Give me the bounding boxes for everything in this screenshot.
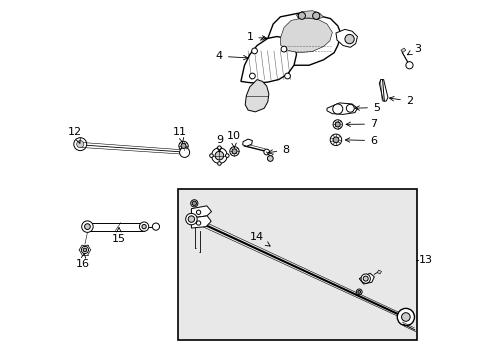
Circle shape [185,213,197,225]
Bar [178,189,416,339]
Circle shape [363,276,367,281]
Circle shape [181,143,185,148]
Text: 11: 11 [173,127,186,143]
Circle shape [249,73,255,79]
Text: 9: 9 [215,135,223,152]
Circle shape [217,146,221,149]
Circle shape [83,248,86,252]
Circle shape [332,104,342,114]
Circle shape [215,151,223,160]
Text: 10: 10 [226,131,240,148]
Circle shape [179,141,188,150]
Circle shape [344,35,353,44]
Circle shape [396,309,414,325]
Circle shape [211,148,227,163]
Circle shape [284,73,290,79]
Polygon shape [326,103,357,114]
Circle shape [188,216,194,222]
Polygon shape [244,80,268,112]
Circle shape [142,225,146,229]
Polygon shape [267,13,341,65]
Text: 15: 15 [112,228,126,244]
Circle shape [332,120,342,129]
Text: 3: 3 [407,44,420,55]
Circle shape [405,62,412,69]
Polygon shape [280,18,332,53]
Circle shape [281,46,286,52]
Polygon shape [191,216,211,228]
Circle shape [209,154,213,157]
Polygon shape [242,139,252,146]
Polygon shape [359,273,373,284]
Circle shape [225,154,228,157]
Circle shape [74,138,86,150]
Text: 1: 1 [246,32,266,42]
Text: 6: 6 [345,136,376,145]
Circle shape [192,201,196,206]
Text: 5: 5 [354,103,379,113]
Circle shape [231,149,237,154]
Polygon shape [241,37,296,83]
Circle shape [346,104,353,112]
Circle shape [179,147,189,157]
Polygon shape [376,270,381,274]
Circle shape [335,122,340,127]
Text: 13: 13 [418,255,432,265]
Circle shape [251,48,257,54]
Text: 14: 14 [249,232,269,246]
Polygon shape [400,48,405,52]
Circle shape [152,223,159,230]
Polygon shape [296,11,323,19]
Circle shape [264,149,269,155]
Circle shape [139,222,148,231]
Circle shape [332,137,338,143]
Text: 4: 4 [215,51,247,61]
Text: 7: 7 [346,119,376,129]
Bar [87,223,144,230]
Text: 2: 2 [388,96,412,106]
Circle shape [77,140,83,148]
Polygon shape [191,206,211,218]
Text: 8: 8 [268,145,289,155]
Circle shape [357,291,360,293]
Circle shape [329,134,341,145]
Text: 12: 12 [68,127,82,143]
Circle shape [84,224,90,229]
Circle shape [196,221,201,225]
Circle shape [196,210,201,215]
Circle shape [360,274,369,283]
Circle shape [312,12,319,19]
Circle shape [229,147,239,156]
Circle shape [298,12,305,19]
Circle shape [81,221,93,232]
Circle shape [401,313,409,321]
Polygon shape [335,30,357,47]
Circle shape [190,200,198,207]
Circle shape [267,156,273,161]
Text: 16: 16 [75,253,89,269]
Circle shape [81,246,88,253]
Circle shape [217,162,221,165]
Polygon shape [379,80,387,101]
Circle shape [356,289,362,295]
